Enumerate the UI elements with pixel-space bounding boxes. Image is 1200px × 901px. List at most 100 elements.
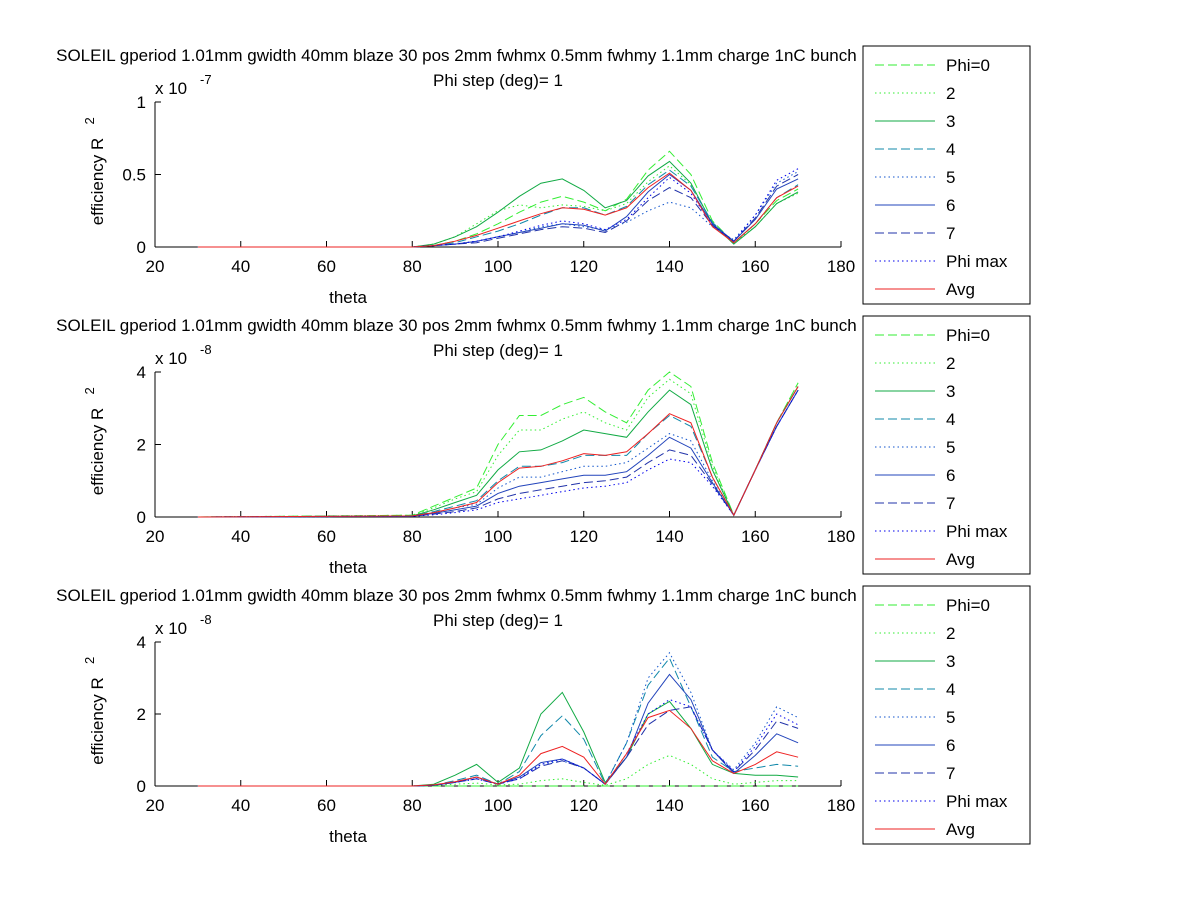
x-tick-label: 120 — [570, 796, 598, 815]
x-tick-label: 60 — [317, 796, 336, 815]
chart-panel-2: SOLEIL gperiod 1.01mm gwidth 40mm blaze … — [56, 315, 1031, 577]
y-exponent-power: -8 — [200, 612, 212, 627]
x-axis-label: theta — [329, 827, 367, 846]
legend-label: 5 — [946, 438, 955, 457]
x-tick-label: 140 — [655, 796, 683, 815]
x-tick-label: 20 — [146, 257, 165, 276]
x-tick-label: 180 — [827, 257, 855, 276]
legend-label: 2 — [946, 84, 955, 103]
legend-label: 7 — [946, 224, 955, 243]
legend-label: 3 — [946, 652, 955, 671]
series-line-3 — [197, 160, 799, 248]
y-axis-label: efficiency R 2 — [82, 387, 107, 495]
x-tick-label: 160 — [741, 527, 769, 546]
x-axis-label: theta — [329, 558, 367, 577]
legend-label: 4 — [946, 410, 955, 429]
y-exponent-label: x 10 — [155, 79, 187, 98]
chart-panel-1: SOLEIL gperiod 1.01mm gwidth 40mm blaze … — [56, 45, 1031, 307]
legend-label: 5 — [946, 168, 955, 187]
legend-label: 2 — [946, 354, 955, 373]
series-line-4 — [197, 169, 799, 248]
series-line-3 — [197, 691, 799, 787]
chart-title: SOLEIL gperiod 1.01mm gwidth 40mm blaze … — [56, 46, 940, 65]
legend-label: Phi=0 — [946, 56, 990, 75]
legend-label: 4 — [946, 140, 955, 159]
x-tick-label: 120 — [570, 527, 598, 546]
legend: Phi=0 2 3 4 5 6 7 Phi max Avg — [862, 315, 1031, 575]
x-tick-label: 120 — [570, 257, 598, 276]
y-axis-label-sup: 2 — [82, 657, 97, 664]
x-tick-label: 180 — [827, 796, 855, 815]
series-line-7 — [197, 174, 799, 248]
series-line-5 — [197, 651, 799, 787]
y-tick-label: 0 — [137, 777, 146, 796]
x-tick-label: 40 — [231, 257, 250, 276]
x-tick-label: 160 — [741, 257, 769, 276]
x-tick-label: 40 — [231, 527, 250, 546]
y-axis-label-sup: 2 — [82, 117, 97, 124]
x-axis-label: theta — [329, 288, 367, 307]
legend-label: 3 — [946, 382, 955, 401]
series-line-4 — [197, 657, 799, 787]
x-tick-label: 40 — [231, 796, 250, 815]
series-line-6 — [197, 389, 799, 518]
legend-label: 6 — [946, 466, 955, 485]
y-tick-label: 1 — [137, 93, 146, 112]
y-axis-label: efficiency R 2 — [82, 117, 107, 225]
x-tick-label: 20 — [146, 527, 165, 546]
legend-box — [862, 585, 1031, 845]
y-axis-label-sup: 2 — [82, 387, 97, 394]
x-tick-label: 100 — [484, 257, 512, 276]
legend-label: Phi max — [946, 522, 1008, 541]
legend-label: 7 — [946, 494, 955, 513]
legend-box — [862, 45, 1031, 305]
series-line-8 — [197, 699, 799, 787]
x-tick-label: 80 — [403, 527, 422, 546]
y-exponent-power: -8 — [200, 342, 212, 357]
legend-label: Phi=0 — [946, 326, 990, 345]
legend-box — [862, 315, 1031, 575]
y-axis-label-text: efficiency R — [88, 138, 107, 226]
y-axis-label-text: efficiency R — [88, 677, 107, 765]
legend-label: 6 — [946, 196, 955, 215]
series-line-3 — [197, 386, 799, 518]
series-line-1 — [197, 371, 799, 518]
x-tick-label: 160 — [741, 796, 769, 815]
y-axis-label-text: efficiency R — [88, 408, 107, 496]
x-tick-label: 140 — [655, 527, 683, 546]
series-line-8 — [197, 168, 799, 248]
y-exponent-label: x 10 — [155, 619, 187, 638]
series-line-8 — [197, 389, 799, 518]
chart-subtitle: Phi step (deg)= 1 — [433, 611, 563, 630]
legend: Phi=0 2 3 4 5 6 7 Phi max Avg — [862, 45, 1031, 305]
legend-label: Avg — [946, 280, 975, 299]
legend-label: 7 — [946, 764, 955, 783]
y-tick-label: 0 — [137, 238, 146, 257]
y-tick-label: 0.5 — [122, 166, 146, 185]
series-line-9 — [197, 386, 799, 518]
x-tick-label: 180 — [827, 527, 855, 546]
x-tick-label: 80 — [403, 796, 422, 815]
legend-label: Phi max — [946, 792, 1008, 811]
y-tick-label: 2 — [137, 705, 146, 724]
y-exponent-power: -7 — [200, 72, 212, 87]
x-tick-label: 140 — [655, 257, 683, 276]
x-tick-label: 80 — [403, 257, 422, 276]
legend-label: 2 — [946, 624, 955, 643]
series-line-6 — [197, 673, 799, 787]
series-line-1 — [197, 150, 799, 248]
chart-title: SOLEIL gperiod 1.01mm gwidth 40mm blaze … — [56, 586, 940, 605]
y-tick-label: 4 — [137, 363, 146, 382]
legend-label: Phi=0 — [946, 596, 990, 615]
chart-subtitle: Phi step (deg)= 1 — [433, 71, 563, 90]
chart-subtitle: Phi step (deg)= 1 — [433, 341, 563, 360]
x-tick-label: 60 — [317, 527, 336, 546]
x-tick-label: 100 — [484, 796, 512, 815]
y-tick-label: 2 — [137, 436, 146, 455]
legend-label: 4 — [946, 680, 955, 699]
legend-label: Phi max — [946, 252, 1008, 271]
y-tick-label: 0 — [137, 508, 146, 527]
y-exponent-label: x 10 — [155, 349, 187, 368]
x-tick-label: 60 — [317, 257, 336, 276]
